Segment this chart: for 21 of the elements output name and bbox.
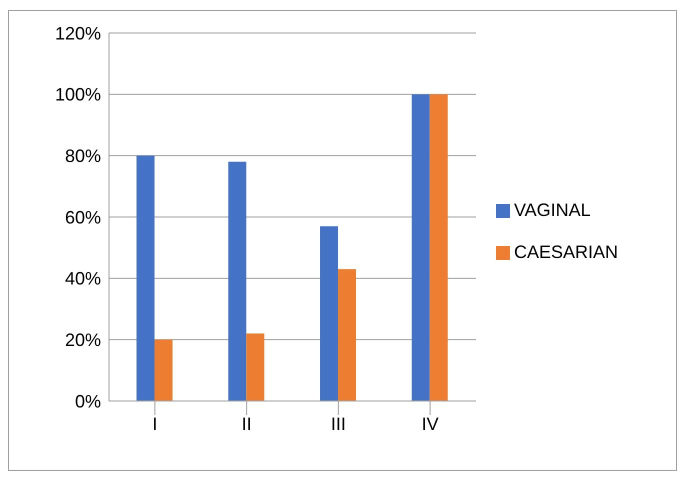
legend-label: CAESARIAN	[514, 242, 618, 262]
y-tick-label: 100%	[54, 84, 101, 105]
x-tick-label: II	[242, 414, 252, 434]
y-tick-label: 0%	[74, 391, 101, 412]
bar	[246, 334, 264, 401]
bar	[338, 269, 356, 401]
y-tick-label: 40%	[64, 268, 101, 289]
x-tick-label: III	[330, 414, 346, 434]
bar	[412, 94, 430, 401]
x-tick-label: IV	[422, 414, 439, 434]
y-tick-label: 80%	[64, 146, 101, 166]
y-tick-label: 60%	[64, 207, 101, 228]
bar	[228, 162, 246, 401]
bar	[154, 340, 173, 401]
y-tick-label: 20%	[64, 330, 101, 350]
x-tick-label: I	[152, 414, 158, 434]
y-tick-label: 120%	[54, 23, 101, 44]
bar	[136, 156, 155, 401]
bar	[430, 94, 448, 401]
legend-label: VAGINAL	[514, 200, 591, 220]
bar	[320, 226, 338, 401]
